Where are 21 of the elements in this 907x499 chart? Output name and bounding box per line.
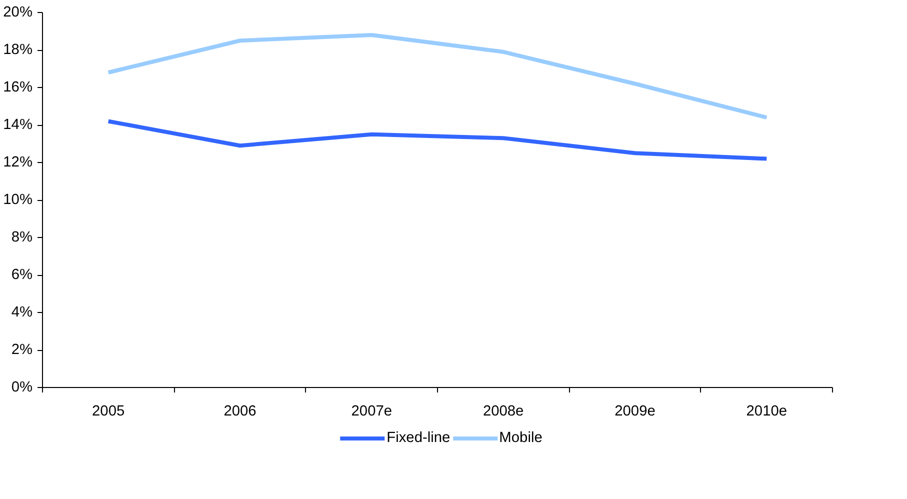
line-series [106,33,769,120]
y-tick-label: 6% [11,267,33,283]
line-series [106,119,769,161]
x-tick-label: 2006 [224,404,256,420]
y-tick-label: 4% [11,304,33,320]
y-tick-label: 10% [3,192,33,208]
y-tick-label: 2% [11,342,33,358]
x-tick-label: 2010e [746,404,788,420]
legend-label: Fixed-line [386,430,450,446]
y-tick-label: 0% [11,380,33,396]
x-tick-label: 2008e [482,404,524,420]
x-tick-label: 2009e [614,404,656,420]
y-tick-label: 14% [3,117,33,133]
y-tick-label: 16% [3,80,33,96]
y-tick-label: 20% [3,4,33,20]
y-tick-label: 18% [3,42,33,58]
x-tick-label: 2005 [92,404,125,420]
legend-label: Mobile [499,430,542,446]
x-tick-label: 2007e [351,404,392,420]
y-tick-label: 12% [3,154,33,170]
y-tick-label: 8% [11,230,33,246]
